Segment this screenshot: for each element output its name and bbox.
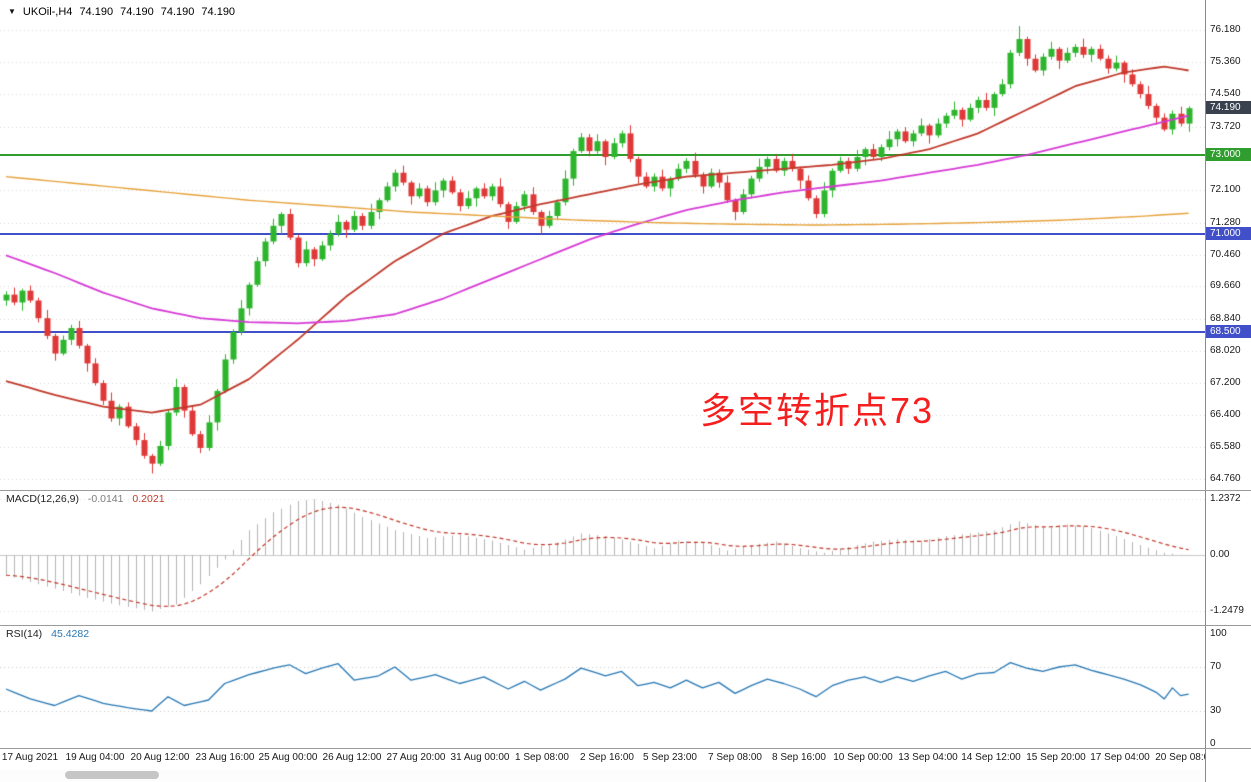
time-axis-tick: 10 Sep 00:00 <box>833 752 893 763</box>
price-axis-label: 64.760 <box>1210 473 1241 484</box>
panel-separator-timeaxis[interactable] <box>0 748 1251 749</box>
macd-panel <box>0 491 1205 625</box>
price-axis-label: 70.460 <box>1210 248 1241 260</box>
time-axis-tick: 5 Sep 23:00 <box>643 752 697 763</box>
time-axis-tick: 13 Sep 04:00 <box>898 752 958 763</box>
time-axis-tick: 7 Sep 08:00 <box>708 752 762 763</box>
time-axis-tick: 1 Sep 08:00 <box>515 752 569 763</box>
rsi-panel <box>0 626 1205 748</box>
level-badge-71-000: 71.000 <box>1206 226 1251 240</box>
ohlc-high: 74.190 <box>120 6 154 18</box>
time-axis-tick: 15 Sep 20:00 <box>1026 752 1086 763</box>
macd-axis-label: 0.00 <box>1210 549 1230 560</box>
panel-separator-macd[interactable] <box>0 490 1251 491</box>
macd-axis-label: -1.2479 <box>1210 605 1244 617</box>
macd-canvas[interactable] <box>0 491 1205 625</box>
time-axis[interactable]: 17 Aug 2021 19 Aug 04:00 20 Aug 12:00 23 Au… <box>0 749 1215 768</box>
time-axis-tick: 14 Sep 12:00 <box>961 752 1021 763</box>
time-axis-tick: 26 Aug 12:00 <box>322 752 382 763</box>
rsi-axis-label: 0 <box>1210 738 1216 749</box>
ohlc-low: 74.190 <box>160 6 195 18</box>
price-axis-label: 74.540 <box>1210 88 1241 100</box>
time-axis-tick: 2 Sep 16:00 <box>580 752 634 763</box>
price-axis-label: 68.020 <box>1210 344 1241 356</box>
macd-signal-value: 0.2021 <box>132 493 165 505</box>
symbol-info: ▼ UKOil-,H4 74.190 74.190 74.190 74.190 <box>8 6 235 18</box>
rsi-axis-label: 70 <box>1210 661 1222 672</box>
main-chart-canvas[interactable] <box>0 0 1205 490</box>
price-axis-label: 67.200 <box>1210 377 1241 389</box>
price-axis-label: 76.180 <box>1210 24 1241 35</box>
ohlc-open: 74.190 <box>79 6 114 18</box>
rsi-axis-label: 100 <box>1210 628 1227 639</box>
macd-main-value: -0.0141 <box>87 493 124 505</box>
price-axis-label: 73.720 <box>1210 120 1241 132</box>
price-axis-label: 66.400 <box>1210 408 1241 420</box>
time-axis-tick: 23 Aug 16:00 <box>195 752 255 763</box>
chart-scrollbar-track[interactable] <box>0 769 1251 782</box>
price-axis-label: 65.580 <box>1210 440 1241 452</box>
time-axis-tick: 8 Sep 16:00 <box>772 752 826 763</box>
price-axis-label: 72.100 <box>1210 184 1241 196</box>
current-price-badge: 74.190 <box>1206 101 1251 115</box>
macd-name: MACD(12,26,9) <box>6 493 79 505</box>
rsi-canvas[interactable] <box>0 626 1205 748</box>
price-axis[interactable]: 76.180 75.360 74.540 73.720 72.100 71.280 70.4… <box>1205 0 1251 782</box>
symbol-timeframe-label: UKOil-,H4 <box>22 6 73 18</box>
time-axis-tick: 20 Sep 08:00 <box>1155 752 1215 763</box>
level-badge-68-500: 68.500 <box>1206 324 1251 338</box>
price-axis-label: 71.280 <box>1210 216 1241 228</box>
chart-scrollbar-thumb[interactable] <box>65 771 159 779</box>
level-badge-73-000: 73.000 <box>1206 148 1251 162</box>
time-axis-tick: 25 Aug 00:00 <box>258 752 318 763</box>
ohlc-close: 74.190 <box>201 6 236 18</box>
time-axis-tick: 19 Aug 04:00 <box>65 752 125 763</box>
rsi-label: RSI(14) 45.4282 <box>6 628 89 640</box>
rsi-axis-label: 30 <box>1210 705 1222 716</box>
time-axis-tick: 17 Sep 04:00 <box>1090 752 1150 763</box>
macd-label: MACD(12,26,9) -0.0141 0.2021 <box>6 493 165 505</box>
price-axis-label: 69.660 <box>1210 280 1241 292</box>
time-axis-tick: 27 Aug 20:00 <box>386 752 446 763</box>
macd-axis-label: 1.2372 <box>1210 493 1241 505</box>
price-axis-label: 68.840 <box>1210 312 1241 324</box>
time-axis-tick: 20 Aug 12:00 <box>130 752 190 763</box>
symbol-dropdown-icon[interactable]: ▼ <box>8 7 16 16</box>
time-axis-tick: 31 Aug 00:00 <box>450 752 510 763</box>
rsi-name: RSI(14) <box>6 628 43 640</box>
panel-separator-rsi[interactable] <box>0 625 1251 626</box>
main-chart-panel: ▼ UKOil-,H4 74.190 74.190 74.190 74.190 … <box>0 0 1205 490</box>
rsi-value: 45.4282 <box>51 628 90 640</box>
time-axis-tick: 17 Aug 2021 <box>1 752 59 763</box>
price-axis-label: 75.360 <box>1210 56 1241 68</box>
annotation-text[interactable]: 多空转折点73 <box>700 390 935 431</box>
